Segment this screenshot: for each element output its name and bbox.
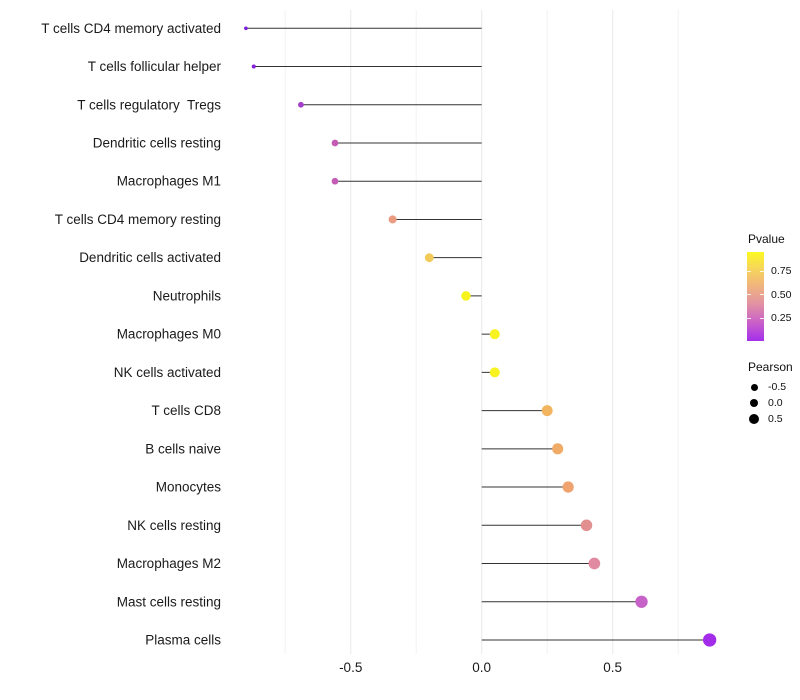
- y-axis-label: T cells regulatory Tregs: [77, 97, 221, 112]
- pvalue-colorbar-tick-label: 0.50: [771, 289, 792, 301]
- y-axis-label: Plasma cells: [145, 632, 221, 647]
- y-axis-label: Dendritic cells activated: [79, 250, 221, 265]
- lollipop-dot: [588, 557, 601, 570]
- pearson-legend-dot: [749, 398, 759, 408]
- lollipop-dot: [251, 64, 256, 69]
- pvalue-colorbar-tick-mark: [747, 271, 751, 272]
- y-axis-label: Dendritic cells resting: [93, 135, 221, 150]
- x-tick-label: 0.0: [472, 660, 491, 675]
- lollipop-dot: [580, 519, 593, 532]
- pearson-legend-dot-cell: [747, 383, 761, 391]
- pvalue-colorbar-tick-label: 0.25: [771, 312, 792, 324]
- lollipop-dot: [489, 367, 500, 378]
- pearson-legend-entry: 0.5: [747, 411, 786, 427]
- lollipop-dot: [244, 26, 248, 31]
- legend-panel: Pvalue 0.75 0.50 0.25 Pearson -0.5 0.0 0.5: [747, 232, 800, 432]
- lollipop-dot: [331, 139, 339, 147]
- lollipop-dot: [489, 329, 500, 340]
- pearson-legend-label: -0.5: [768, 381, 787, 393]
- lollipop-dot: [388, 215, 397, 224]
- pvalue-colorbar-tick-mark: [760, 271, 764, 272]
- pvalue-colorbar-tick-label: 0.75: [771, 265, 792, 277]
- y-axis-label: Monocytes: [156, 480, 222, 495]
- pearson-legend-title: Pearson: [748, 360, 793, 374]
- pvalue-colorbar-tick-mark: [747, 294, 751, 295]
- pearson-legend-dot: [750, 383, 758, 391]
- x-tick-label: -0.5: [339, 660, 362, 675]
- pearson-legend-entry: -0.5: [747, 379, 786, 395]
- y-axis-label: Neutrophils: [153, 288, 222, 303]
- y-axis-label: T cells CD8: [151, 403, 221, 418]
- pearson-size-legend: -0.5 0.0 0.5: [747, 379, 786, 427]
- lollipop-dot: [562, 481, 574, 493]
- lollipop-dot: [635, 595, 648, 608]
- y-axis-label: NK cells activated: [114, 365, 221, 380]
- y-axis-label: Macrophages M0: [117, 327, 221, 342]
- x-tick-label: 0.5: [603, 660, 622, 675]
- lollipop-dot: [298, 101, 304, 108]
- y-axis-label: T cells CD4 memory activated: [41, 21, 221, 36]
- pvalue-colorbar-tick-mark: [760, 294, 764, 295]
- y-axis-label: NK cells resting: [127, 518, 221, 533]
- y-axis-label: B cells naive: [145, 441, 221, 456]
- y-axis-label: T cells follicular helper: [88, 59, 222, 74]
- y-axis-label: Macrophages M2: [117, 556, 221, 571]
- y-axis-label: T cells CD4 memory resting: [55, 212, 221, 227]
- pearson-legend-dot-cell: [747, 414, 761, 424]
- lollipop-dot: [541, 405, 553, 417]
- pvalue-colorbar-tick-mark: [747, 318, 751, 319]
- plot-area: T cells CD4 memory activated T cells foll…: [41, 10, 717, 675]
- lollipop-dot: [424, 253, 434, 263]
- pearson-legend-dot: [749, 414, 759, 424]
- y-axis-label: Macrophages M1: [117, 174, 221, 189]
- pvalue-colorbar-tick-mark: [760, 318, 764, 319]
- pvalue-colorbar-gradient: [747, 252, 764, 341]
- pearson-legend-entry: 0.0: [747, 395, 786, 411]
- lollipop-dot: [702, 633, 717, 647]
- pearson-legend-label: 0.0: [768, 397, 783, 409]
- pearson-legend-label: 0.5: [768, 413, 783, 425]
- lollipop-dot: [552, 443, 564, 455]
- lollipop-dot: [461, 291, 471, 301]
- lollipop-dot: [331, 177, 339, 185]
- y-axis-label: Mast cells resting: [117, 594, 221, 609]
- pearson-legend-dot-cell: [747, 398, 761, 408]
- pvalue-legend-title: Pvalue: [748, 232, 785, 246]
